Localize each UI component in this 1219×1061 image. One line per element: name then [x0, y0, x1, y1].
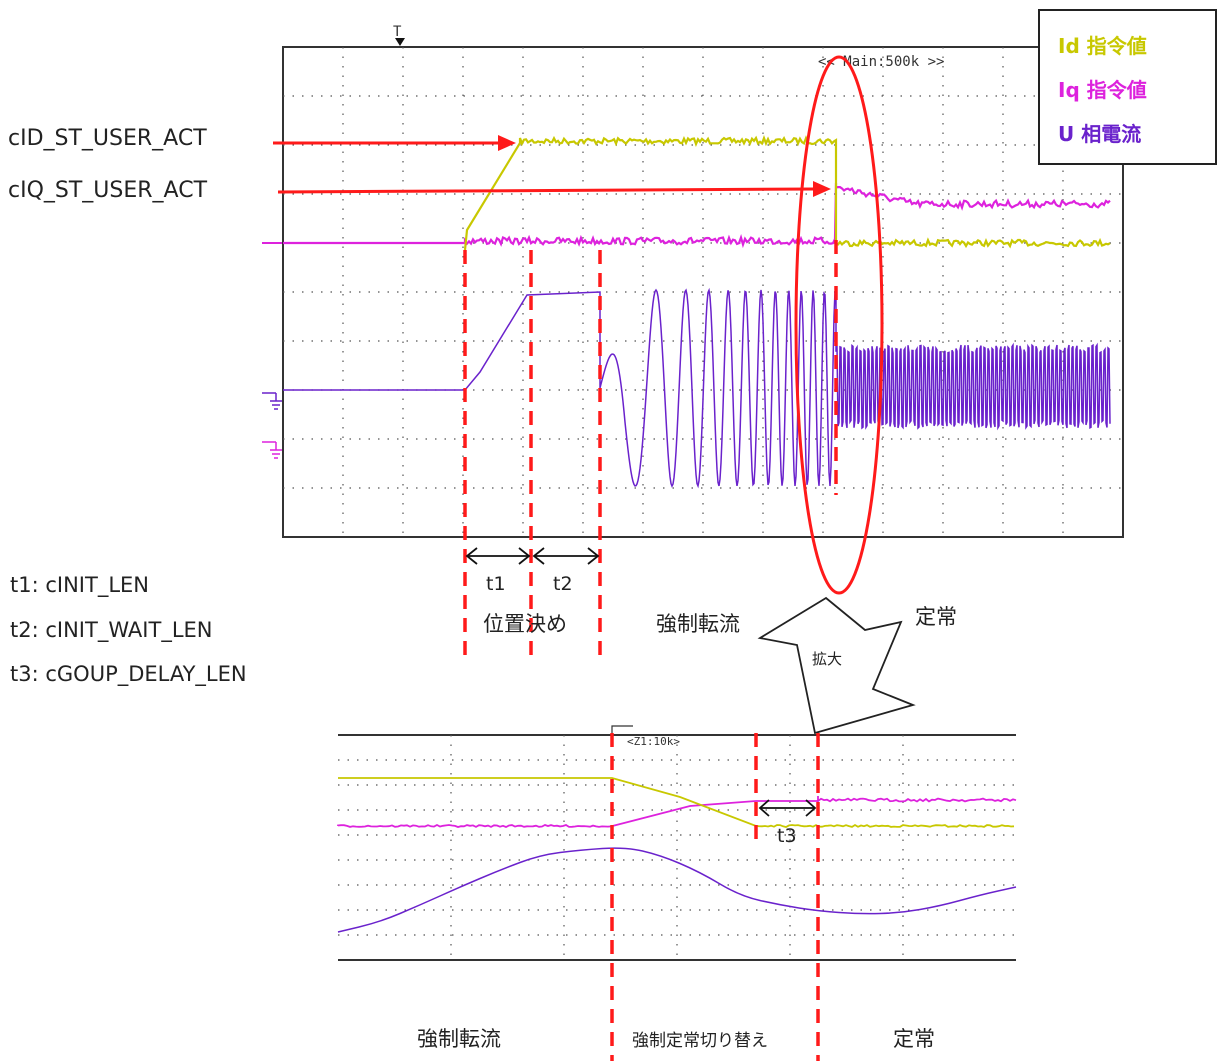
interval-t2-label: t2 — [553, 573, 573, 595]
legend: Id 指令値 Iq 指令値 U 相電流 — [1038, 9, 1217, 165]
phase-boundaries-zoom — [610, 733, 820, 1061]
ground-marker-icon — [262, 441, 282, 459]
arrow-iq-act — [277, 181, 831, 197]
interval-t2-arrow — [532, 547, 600, 565]
param-note-t3: t3: cGOUP_DELAY_LEN — [10, 662, 247, 687]
zoom-callout-label: 拡大 — [812, 650, 842, 668]
main-scope-frame — [282, 46, 1124, 538]
phase-label-steady-main: 定常 — [915, 605, 957, 629]
iq-command-trace — [283, 182, 1111, 249]
zoom-trigger-marker — [611, 725, 633, 733]
ground-marker-icon — [262, 392, 282, 410]
svg-text:T: T — [393, 24, 402, 40]
zoom-iq-command-trace — [337, 796, 1017, 828]
phase-label-steady-zoom: 定常 — [893, 1027, 935, 1051]
zoom-scope: <Z1:10k> — [337, 725, 1017, 961]
phase-label-positioning: 位置決め — [483, 612, 567, 636]
trigger-marker: T — [393, 24, 405, 46]
phase-boundaries-main — [463, 240, 838, 655]
interval-t1-label: t1 — [486, 573, 506, 595]
interval-t1-arrow — [465, 547, 531, 565]
phase-label-switch-zoom: 強制定常切り替え — [632, 1031, 768, 1051]
param-note-t2: t2: cINIT_WAIT_LEN — [10, 618, 213, 643]
interval-t3-label: t3 — [777, 825, 797, 847]
zoom-callout-arrow — [757, 596, 916, 735]
legend-item-id: Id 指令値 — [1058, 34, 1147, 58]
zoom-timebase-label: <Z1:10k> — [627, 735, 680, 748]
interval-t3-arrow — [758, 799, 817, 817]
legend-box — [1038, 9, 1217, 165]
signal-label-iq-act: cIQ_ST_USER_ACT — [8, 178, 208, 203]
signal-label-id-act: cID_ST_USER_ACT — [8, 126, 207, 151]
id-command-trace — [463, 134, 1111, 251]
legend-item-iq: Iq 指令値 — [1058, 78, 1147, 102]
param-note-t1: t1: cINIT_LEN — [10, 573, 149, 598]
legend-item-u: U 相電流 — [1058, 122, 1141, 146]
phase-label-forced-main: 強制転流 — [656, 612, 740, 636]
main-scope: T << Main:500k >> — [262, 24, 1124, 538]
phase-label-forced-zoom: 強制転流 — [417, 1027, 501, 1051]
highlight-ellipse — [794, 55, 884, 595]
arrow-id-act — [273, 135, 516, 151]
u-phase-current-trace — [283, 287, 1111, 489]
zoom-scope-grid — [338, 735, 1016, 960]
zoom-id-command-trace — [338, 777, 1015, 828]
zoom-u-phase-current-trace — [337, 847, 1017, 933]
